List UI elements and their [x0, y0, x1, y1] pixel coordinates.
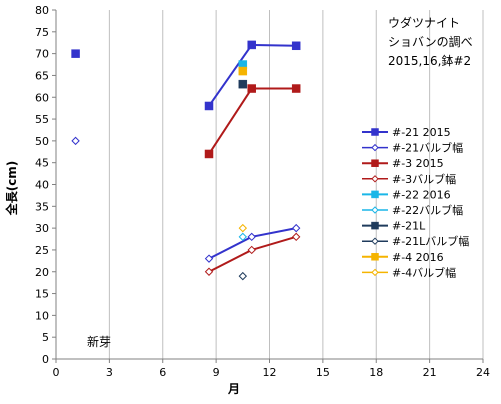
data-point-s9-p0 — [238, 223, 248, 233]
y-tick-label: 55 — [35, 113, 49, 126]
grid — [108, 10, 484, 359]
y-tick-label: 70 — [35, 48, 49, 61]
x-tick-label: 21 — [423, 366, 437, 379]
x-tick-label: 18 — [369, 366, 383, 379]
data-point-s2-p2 — [291, 84, 301, 93]
data-points — [71, 40, 301, 281]
tick-labels: 0 5 10 15 20 25 30 35 40 45 50 55 60 65 70 75 80 0 3 6 9 12 15… — [35, 4, 490, 379]
data-point-s8-p0 — [238, 66, 248, 76]
legend-marker-3 — [371, 175, 379, 183]
legend-label-8: #-4 2016 — [392, 251, 444, 264]
data-point-s3-p1 — [247, 245, 256, 255]
x-tick-label: 6 — [159, 366, 166, 379]
data-point-s2-p0 — [204, 149, 214, 159]
data-point-s0-p0 — [71, 49, 80, 58]
y-tick-label: 40 — [35, 179, 49, 192]
legend-label-6: #-21L — [392, 220, 426, 233]
legend-marker-5 — [371, 206, 379, 214]
legend-label-3: #-3バルブ幅 — [392, 172, 456, 186]
y-tick-label: 80 — [35, 4, 49, 17]
title-line-3: 2015,16,鉢#2 — [388, 54, 471, 68]
y-tick-label: 65 — [35, 69, 49, 82]
x-axis-label: 月 — [227, 382, 240, 396]
y-tick-label: 45 — [35, 157, 49, 170]
y-tick-label: 20 — [35, 266, 49, 279]
legend-label-7: #-21Lバルブ幅 — [392, 234, 469, 248]
title-line-1: ウダツナイト — [388, 15, 460, 30]
y-tick-label: 75 — [35, 26, 49, 39]
y-tick-label: 25 — [35, 244, 49, 257]
axes — [52, 9, 484, 363]
y-tick-label: 10 — [35, 309, 49, 322]
data-point-s7-p0 — [238, 271, 248, 281]
y-tick-label: 15 — [35, 288, 49, 301]
title-line-2: ショバンの調べ — [388, 35, 473, 49]
legend-label-1: #-21バルブ幅 — [392, 141, 463, 155]
x-tick-label: 15 — [316, 366, 330, 379]
y-tick-label: 50 — [35, 135, 49, 148]
y-tick-label: 5 — [42, 331, 49, 344]
data-point-s1-p0 — [71, 136, 80, 146]
x-tick-label: 24 — [476, 366, 490, 379]
legend-marker-6 — [371, 221, 379, 230]
y-tick-label: 0 — [42, 353, 49, 366]
y-axis-label: 全長(cm) — [4, 161, 19, 217]
legend: #-21 2015 #-21バルブ幅 #-3 2015 #-3バルブ幅 #-22 201… — [362, 126, 469, 279]
data-point-s2-p1 — [247, 84, 256, 93]
legend-marker-0 — [371, 128, 379, 136]
data-point-s6-p0 — [238, 79, 248, 89]
legend-label-5: #-22バルブ幅 — [392, 203, 463, 217]
y-tick-label: 60 — [35, 91, 49, 104]
data-point-s0-p2 — [247, 40, 256, 50]
legend-label-2: #-3 2015 — [392, 157, 444, 170]
y-tick-label: 30 — [35, 222, 49, 235]
data-point-s0-p3 — [291, 41, 301, 51]
annotation-shinme: 新芽 — [87, 334, 111, 349]
data-point-s0-p1 — [204, 101, 214, 111]
legend-marker-2 — [371, 159, 379, 167]
y-tick-label: 35 — [35, 200, 49, 213]
legend-marker-8 — [371, 253, 379, 261]
data-point-s3-p0 — [204, 267, 214, 276]
data-point-s1-p1 — [204, 254, 214, 263]
legend-label-4: #-22 2016 — [392, 188, 451, 201]
legend-label-0: #-21 2015 — [392, 126, 451, 139]
data-point-s5-p0 — [238, 232, 248, 242]
x-tick-label: 9 — [213, 366, 220, 379]
legend-marker-7 — [371, 237, 379, 245]
data-point-s1-p2 — [247, 232, 256, 242]
chart-title: ウダツナイト ショバンの調べ 2015,16,鉢#2 — [388, 15, 473, 68]
legend-label-9: #-4バルブ幅 — [392, 265, 456, 279]
x-tick-label: 3 — [106, 366, 113, 379]
data-point-s3-p2 — [291, 232, 301, 242]
data-point-s1-p3 — [291, 223, 301, 233]
legend-marker-4 — [371, 190, 379, 199]
legend-marker-9 — [371, 268, 379, 277]
x-tick-label: 0 — [53, 366, 60, 379]
x-tick-label: 12 — [263, 366, 277, 379]
legend-marker-1 — [371, 143, 379, 152]
